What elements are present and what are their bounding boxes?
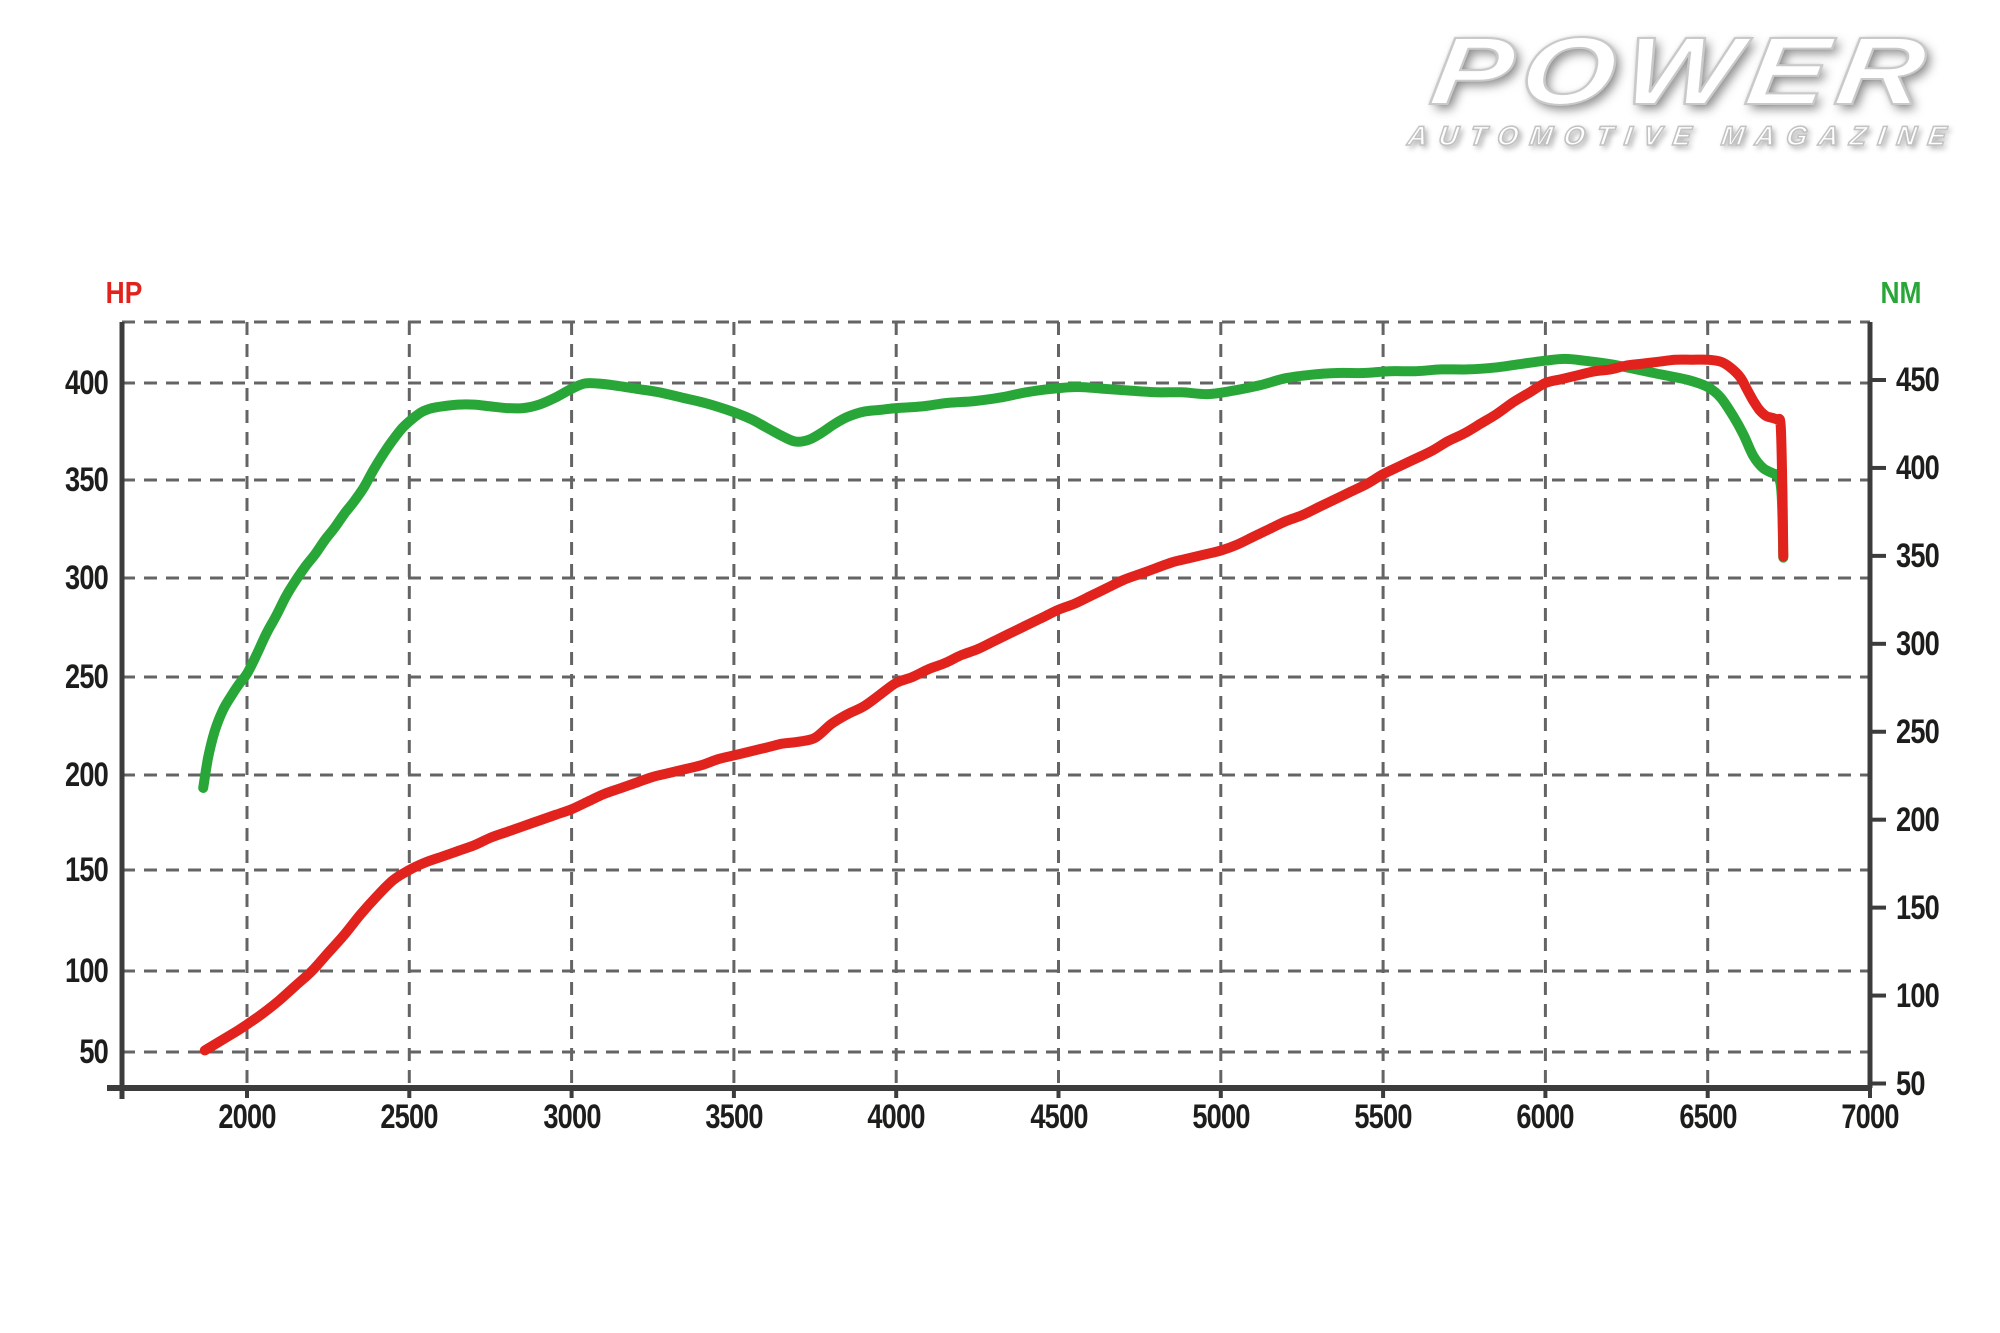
x-axis-tick-label: 5500: [1354, 1098, 1412, 1136]
x-axis-tick-label: 4000: [867, 1098, 926, 1136]
x-axis-tick-label: 6000: [1516, 1098, 1575, 1136]
x-axis-tick-label: 2000: [218, 1098, 276, 1136]
left-axis-tick-label: 100: [65, 952, 109, 990]
x-axis-tick-label: 4500: [1029, 1098, 1088, 1136]
left-axis-tick-label: 150: [65, 851, 109, 889]
left-axis-tick-label: 50: [79, 1033, 108, 1071]
left-axis-tick-label: 300: [65, 559, 109, 597]
x-axis-tick-label: 7000: [1841, 1098, 1899, 1136]
left-axis-title-hp: HP: [105, 275, 143, 310]
left-axis-tick-label: 250: [65, 658, 109, 696]
right-axis-tick-label: 300: [1896, 624, 1940, 663]
right-axis-tick-label: 200: [1896, 800, 1940, 839]
right-axis-tick-label: 50: [1896, 1064, 1925, 1103]
right-axis-tick-label: 250: [1896, 712, 1940, 751]
x-axis-tick-label: 6500: [1679, 1098, 1737, 1136]
logo-subtitle-text: AUTOMOTIVE MAGAZINE: [1406, 120, 1961, 152]
x-axis-tick-label: 3500: [705, 1098, 763, 1136]
left-axis-tick-label: 350: [65, 461, 109, 499]
x-axis-tick-label: 3000: [542, 1098, 601, 1136]
hp-power-curve: [199, 354, 1789, 1056]
right-axis-tick-label: 400: [1896, 448, 1940, 487]
right-axis-tick-label: 450: [1896, 361, 1940, 399]
left-axis-tick-label: 200: [65, 756, 109, 794]
right-axis-title-nm: NM: [1880, 275, 1922, 310]
right-axis-tick-label: 150: [1896, 888, 1940, 927]
right-axis-tick-label: 350: [1896, 536, 1940, 575]
right-axis-tick-label: 100: [1896, 976, 1940, 1015]
nm-torque-curve: [198, 353, 1789, 793]
x-axis-tick-label: 5000: [1192, 1098, 1250, 1136]
power-magazine-logo: POWER AUTOMOTIVE MAGAZINE: [1406, 17, 1961, 152]
left-axis-tick-label: 400: [65, 364, 109, 402]
logo-title-text: POWER: [1424, 17, 1942, 126]
x-axis-tick-label: 2500: [380, 1098, 439, 1136]
